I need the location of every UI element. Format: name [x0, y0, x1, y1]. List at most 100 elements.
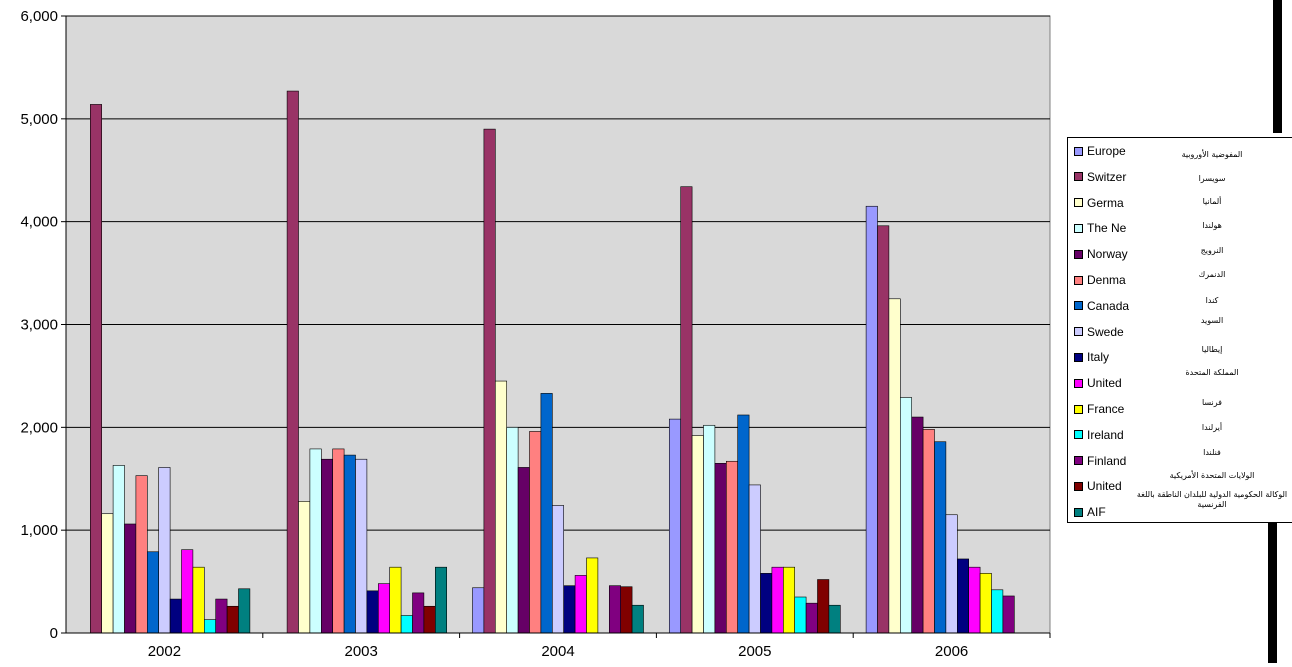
- bar: [343, 454, 356, 634]
- bar: [158, 467, 171, 634]
- y-tick-label: 1,000: [20, 522, 58, 539]
- x-tick-label: 2002: [148, 643, 181, 660]
- y-tick-label: 4,000: [20, 214, 58, 231]
- bar: [298, 501, 311, 634]
- bar: [680, 186, 693, 634]
- legend-label: Canada: [1087, 298, 1130, 313]
- bar: [472, 587, 485, 634]
- bar: [608, 585, 621, 634]
- bar: [147, 551, 160, 634]
- legend-label-arabic: السويد: [1200, 316, 1224, 325]
- bar: [192, 566, 205, 634]
- y-tick-label: 6,000: [20, 8, 58, 25]
- legend-label-arabic: كندا: [1205, 296, 1219, 305]
- legend-item: Germa: [1074, 195, 1139, 211]
- bar: [668, 418, 681, 634]
- legend-swatch: [1074, 378, 1083, 388]
- bar: [934, 441, 947, 634]
- bar: [714, 463, 727, 634]
- legend-label-arabic: سويسرا: [1198, 174, 1226, 183]
- bar: [956, 558, 969, 634]
- bar: [888, 298, 901, 634]
- x-tick-label: 2006: [935, 643, 968, 660]
- legend-item: Ireland: [1074, 427, 1139, 443]
- bar: [215, 598, 228, 634]
- bar: [124, 523, 137, 634]
- bar: [760, 573, 773, 634]
- legend-label: Ireland: [1087, 427, 1124, 442]
- bar: [112, 465, 125, 634]
- legend-item: Italy: [1074, 349, 1139, 365]
- bar: [586, 557, 599, 634]
- bar: [389, 566, 402, 634]
- bar: [135, 475, 148, 634]
- legend-item: Swede: [1074, 324, 1139, 340]
- bar: [691, 435, 704, 634]
- bar: [922, 429, 935, 634]
- legend-label-arabic: هولندا: [1202, 221, 1222, 230]
- legend-label: Italy: [1087, 350, 1110, 365]
- x-axis: 2002 2003 2004 2005 2006: [66, 632, 1051, 660]
- arabic-legend-panel: المفوضية الأوروبية سويسرا ألمانيا هولندا الن…: [1130, 138, 1292, 521]
- legend-label-arabic: ألمانيا: [1202, 197, 1222, 206]
- legend-label: Switzer: [1087, 169, 1127, 184]
- bar: [794, 596, 807, 634]
- legend-label-arabic: فنلندا: [1203, 448, 1221, 457]
- legend-label-arabic: المفوضية الأوروبية: [1181, 150, 1243, 159]
- x-tick-label: 2003: [345, 643, 378, 660]
- legend-swatch: [1074, 481, 1083, 491]
- legend-swatch: [1074, 301, 1083, 311]
- bar: [204, 619, 217, 634]
- bar: [494, 380, 507, 634]
- bar: [506, 427, 519, 634]
- bar: [355, 458, 368, 634]
- bar: [366, 590, 379, 634]
- legend-label-arabic: النرويج: [1200, 246, 1224, 255]
- bar: [877, 225, 890, 634]
- legend-item: United: [1074, 375, 1139, 391]
- bar: [911, 416, 924, 634]
- bar: [968, 566, 981, 634]
- legend-swatch: [1074, 352, 1083, 362]
- legend-label-arabic: المملكة المتحدة: [1185, 368, 1239, 377]
- bar: [725, 460, 738, 634]
- bar: [434, 566, 447, 634]
- legend-label: The Ne: [1087, 221, 1127, 236]
- legend-label: Norway: [1087, 247, 1128, 262]
- bar: [309, 448, 322, 634]
- legend-label: AIF: [1087, 505, 1106, 520]
- bar: [101, 513, 114, 634]
- x-tick-label: 2005: [738, 643, 771, 660]
- legend-label-arabic: الولايات المتحدة الأمريكية: [1169, 471, 1255, 480]
- bar: [737, 414, 750, 634]
- bar: [529, 431, 542, 634]
- right-edge-bar-bottom: [1268, 523, 1277, 663]
- legend-label-arabic: فرنسا: [1201, 398, 1223, 407]
- legend-swatch: [1074, 198, 1083, 208]
- legend-label: Europe: [1087, 144, 1126, 158]
- y-tick-label: 2,000: [20, 419, 58, 436]
- bar: [377, 583, 390, 634]
- bar: [181, 549, 194, 634]
- legend-item: AIF: [1074, 504, 1139, 520]
- bar: [332, 448, 345, 634]
- legend-swatch: [1074, 223, 1083, 233]
- bar: [703, 424, 716, 634]
- bar: [979, 573, 992, 634]
- bar: [828, 604, 841, 634]
- legend-swatch: [1074, 249, 1083, 259]
- legend-item: Finland: [1074, 453, 1139, 469]
- y-tick-label: 3,000: [20, 317, 58, 334]
- bar: [286, 90, 299, 634]
- bar: [771, 566, 784, 634]
- bars: [90, 90, 1015, 634]
- bar: [899, 397, 912, 634]
- y-axis: 0 1,000 2,000 3,000 4,000 5,000 6,000: [20, 8, 67, 642]
- legend-item: The Ne: [1074, 220, 1139, 236]
- bar: [574, 575, 587, 634]
- legend-label: Finland: [1087, 453, 1127, 468]
- bar: [169, 598, 182, 634]
- bar: [412, 592, 425, 634]
- legend-swatch: [1074, 507, 1083, 517]
